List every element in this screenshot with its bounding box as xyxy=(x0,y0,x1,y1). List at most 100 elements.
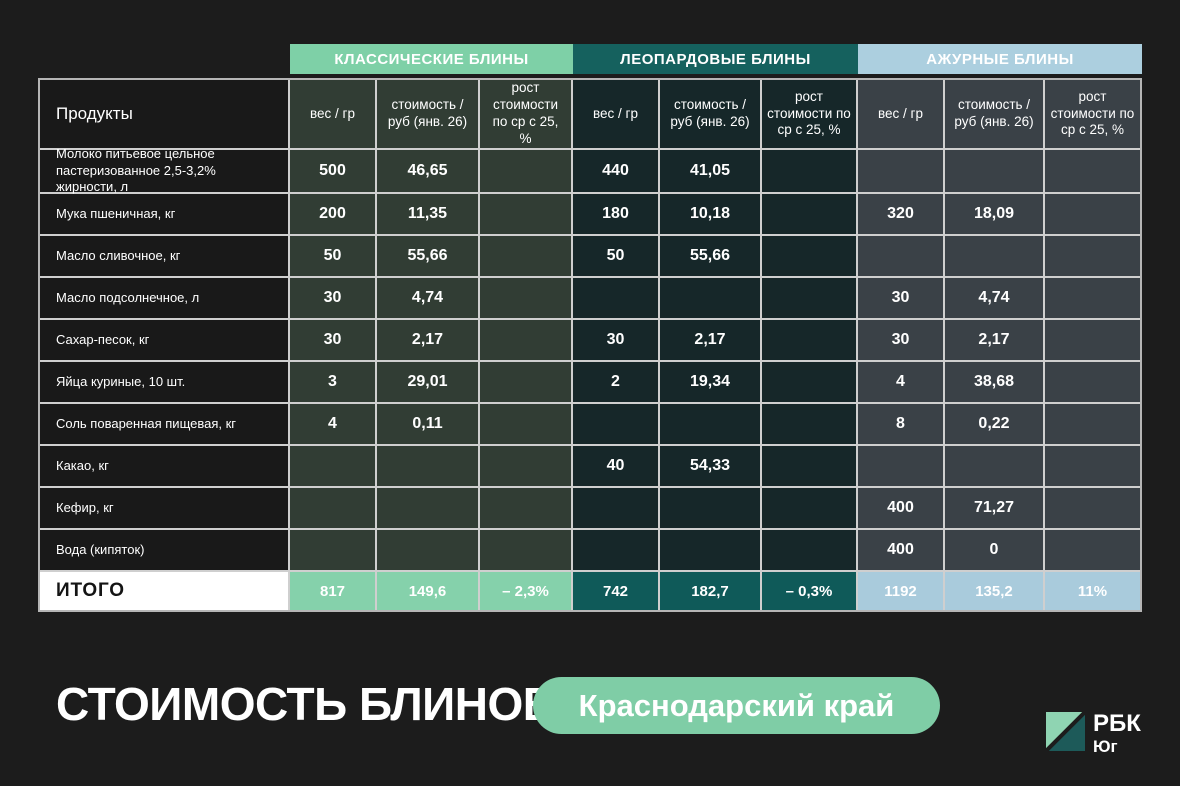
value-cell-r6-c5: 19,34 xyxy=(660,362,760,402)
value-cell-r3-c3 xyxy=(480,236,571,276)
value-cell-r10-c1 xyxy=(290,530,375,570)
group-strips: КЛАССИЧЕСКИЕ БЛИНЫ ЛЕОПАРДОВЫЕ БЛИНЫ АЖУРН… xyxy=(290,44,1142,74)
value-cell-r6-c9 xyxy=(1045,362,1140,402)
value-cell-r5-c1: 30 xyxy=(290,320,375,360)
value-cell-r7-c9 xyxy=(1045,404,1140,444)
group-header-3: АЖУРНЫЕ БЛИНЫ xyxy=(858,44,1142,74)
value-cell-r10-c3 xyxy=(480,530,571,570)
value-cell-r8-c6 xyxy=(762,446,856,486)
product-cell-3: Масло сливочное, кг xyxy=(40,236,288,276)
value-cell-r1-c2: 46,65 xyxy=(377,150,478,192)
value-cell-r10-c9 xyxy=(1045,530,1140,570)
value-cell-r6-c2: 29,01 xyxy=(377,362,478,402)
value-cell-r6-c3 xyxy=(480,362,571,402)
value-cell-r5-c4: 30 xyxy=(573,320,658,360)
rbk-logo: РБК Юг xyxy=(1046,712,1141,755)
value-cell-r4-c3 xyxy=(480,278,571,318)
value-cell-r7-c4 xyxy=(573,404,658,444)
value-cell-r1-c7 xyxy=(858,150,943,192)
value-cell-r6-c7: 4 xyxy=(858,362,943,402)
value-cell-r9-c5 xyxy=(660,488,760,528)
products-column-header: Продукты xyxy=(40,80,288,148)
total-value-c6: – 0,3% xyxy=(762,572,856,610)
total-value-c8: 135,2 xyxy=(945,572,1043,610)
subheader-g1-c2: стоимость / руб (янв. 26) xyxy=(377,80,478,148)
value-cell-r9-c6 xyxy=(762,488,856,528)
value-cell-r2-c3 xyxy=(480,194,571,234)
value-cell-r8-c5: 54,33 xyxy=(660,446,760,486)
value-cell-r5-c5: 2,17 xyxy=(660,320,760,360)
value-cell-r7-c1: 4 xyxy=(290,404,375,444)
value-cell-r9-c4 xyxy=(573,488,658,528)
value-cell-r10-c8: 0 xyxy=(945,530,1043,570)
product-cell-9: Кефир, кг xyxy=(40,488,288,528)
total-value-c3: – 2,3% xyxy=(480,572,571,610)
value-cell-r7-c7: 8 xyxy=(858,404,943,444)
value-cell-r9-c2 xyxy=(377,488,478,528)
value-cell-r8-c2 xyxy=(377,446,478,486)
value-cell-r2-c9 xyxy=(1045,194,1140,234)
value-cell-r5-c8: 2,17 xyxy=(945,320,1043,360)
value-cell-r4-c9 xyxy=(1045,278,1140,318)
value-cell-r9-c7: 400 xyxy=(858,488,943,528)
table-grid: Продукты вес / гр стоимость / руб (янв. 26… xyxy=(38,78,1142,612)
value-cell-r3-c7 xyxy=(858,236,943,276)
group-header-1: КЛАССИЧЕСКИЕ БЛИНЫ xyxy=(290,44,573,74)
total-value-c7: 1192 xyxy=(858,572,943,610)
rbk-logo-text: РБК Юг xyxy=(1093,710,1141,756)
product-cell-8: Какао, кг xyxy=(40,446,288,486)
subheader-g3-c2: стоимость / руб (янв. 26) xyxy=(945,80,1043,148)
total-label: ИТОГО xyxy=(40,572,288,610)
subheader-g3-c1: вес / гр xyxy=(858,80,943,148)
subheader-g2-c1: вес / гр xyxy=(573,80,658,148)
value-cell-r5-c2: 2,17 xyxy=(377,320,478,360)
total-value-c5: 182,7 xyxy=(660,572,760,610)
total-value-c1: 817 xyxy=(290,572,375,610)
value-cell-r10-c4 xyxy=(573,530,658,570)
value-cell-r1-c4: 440 xyxy=(573,150,658,192)
value-cell-r9-c3 xyxy=(480,488,571,528)
rbk-logo-line2: Юг xyxy=(1093,737,1118,756)
value-cell-r3-c9 xyxy=(1045,236,1140,276)
value-cell-r4-c1: 30 xyxy=(290,278,375,318)
value-cell-r1-c6 xyxy=(762,150,856,192)
value-cell-r7-c5 xyxy=(660,404,760,444)
total-value-c9: 11% xyxy=(1045,572,1140,610)
value-cell-r8-c3 xyxy=(480,446,571,486)
value-cell-r7-c2: 0,11 xyxy=(377,404,478,444)
value-cell-r10-c2 xyxy=(377,530,478,570)
product-cell-6: Яйца куриные, 10 шт. xyxy=(40,362,288,402)
value-cell-r10-c6 xyxy=(762,530,856,570)
value-cell-r6-c4: 2 xyxy=(573,362,658,402)
value-cell-r5-c3 xyxy=(480,320,571,360)
value-cell-r4-c7: 30 xyxy=(858,278,943,318)
value-cell-r1-c1: 500 xyxy=(290,150,375,192)
subheader-g1-c1: вес / гр xyxy=(290,80,375,148)
value-cell-r8-c9 xyxy=(1045,446,1140,486)
page-title: СТОИМОСТЬ БЛИНОВ xyxy=(56,678,556,730)
value-cell-r4-c2: 4,74 xyxy=(377,278,478,318)
value-cell-r7-c3 xyxy=(480,404,571,444)
value-cell-r2-c8: 18,09 xyxy=(945,194,1043,234)
total-value-c2: 149,6 xyxy=(377,572,478,610)
value-cell-r2-c4: 180 xyxy=(573,194,658,234)
value-cell-r4-c4 xyxy=(573,278,658,318)
group-header-2: ЛЕОПАРДОВЫЕ БЛИНЫ xyxy=(573,44,858,74)
value-cell-r2-c5: 10,18 xyxy=(660,194,760,234)
subheader-g1-c3: рост стоимости по ср с 25, % xyxy=(480,80,571,148)
value-cell-r4-c5 xyxy=(660,278,760,318)
product-cell-10: Вода (кипяток) xyxy=(40,530,288,570)
value-cell-r9-c8: 71,27 xyxy=(945,488,1043,528)
value-cell-r3-c8 xyxy=(945,236,1043,276)
value-cell-r8-c8 xyxy=(945,446,1043,486)
value-cell-r6-c6 xyxy=(762,362,856,402)
value-cell-r1-c5: 41,05 xyxy=(660,150,760,192)
value-cell-r2-c7: 320 xyxy=(858,194,943,234)
value-cell-r9-c9 xyxy=(1045,488,1140,528)
value-cell-r10-c5 xyxy=(660,530,760,570)
value-cell-r2-c6 xyxy=(762,194,856,234)
rbk-logo-line1: РБК xyxy=(1093,710,1141,737)
value-cell-r1-c8 xyxy=(945,150,1043,192)
value-cell-r2-c2: 11,35 xyxy=(377,194,478,234)
value-cell-r10-c7: 400 xyxy=(858,530,943,570)
